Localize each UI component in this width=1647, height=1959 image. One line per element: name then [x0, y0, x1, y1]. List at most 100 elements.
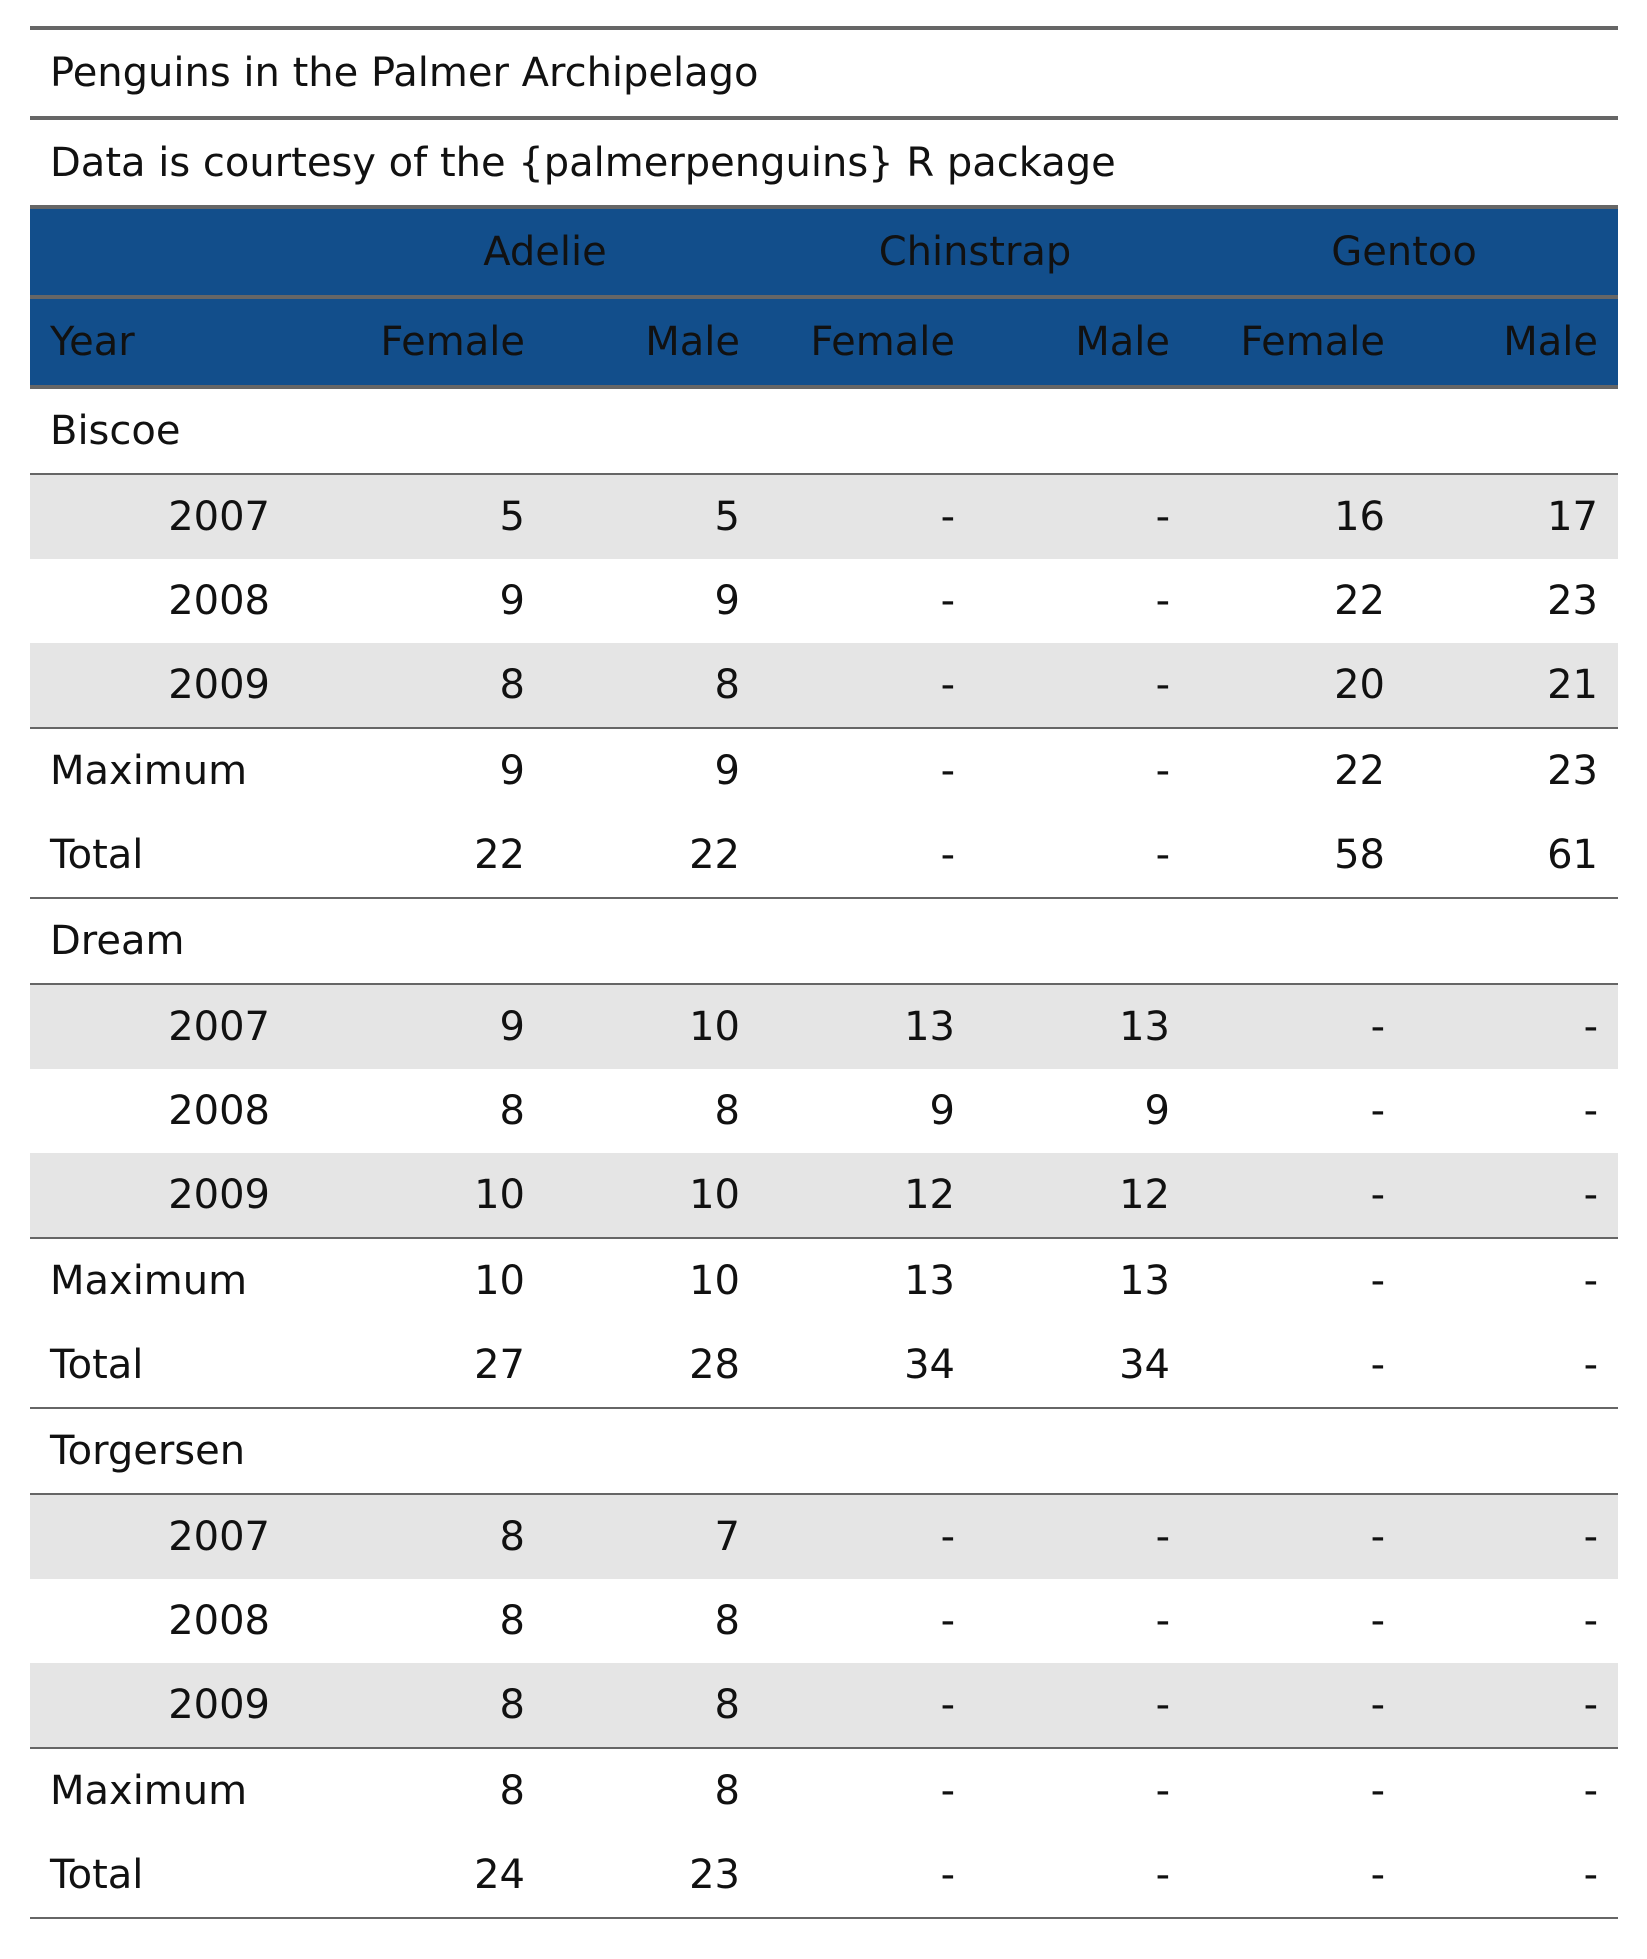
value-cell: 10: [545, 1153, 760, 1237]
summary-value-cell: -: [1583, 1768, 1598, 1814]
summary-value-cell: -: [1155, 832, 1170, 878]
value-cell: 8: [330, 643, 545, 727]
value-cell: 9: [1144, 1088, 1170, 1134]
value-cell: -: [1583, 1088, 1598, 1134]
summary-value-cell: 22: [1334, 748, 1385, 794]
summary-label: Maximum: [50, 748, 248, 794]
value-cell: 23: [1547, 578, 1598, 624]
year-cell: 2007: [30, 985, 330, 1069]
summary-value-cell: 28: [689, 1342, 740, 1388]
year-cell: 2008: [168, 1088, 270, 1134]
value-cell: 8: [330, 1663, 545, 1747]
spanner-adelie: Adelie: [483, 229, 607, 275]
summary-value-cell: 34: [904, 1342, 955, 1388]
summary-value-cell: 23: [689, 1852, 740, 1898]
value-cell: 16: [1190, 475, 1405, 559]
summary-rule: [30, 1237, 1618, 1239]
value-cell: 5: [545, 475, 760, 559]
year-column-header: Year: [50, 319, 135, 365]
summary-value-cell: 13: [1119, 1258, 1170, 1304]
group-label: Biscoe: [50, 408, 181, 454]
summary-value-cell: 9: [499, 748, 525, 794]
spanner-chinstrap: Chinstrap: [878, 229, 1072, 275]
table-row: 2007 8 7- - - -: [30, 1495, 1618, 1579]
table-row: 2008 9 9 - - 22 23: [30, 559, 1618, 643]
table-title: Penguins in the Palmer Archipelago: [50, 50, 759, 96]
value-cell: -: [1370, 1598, 1385, 1644]
summary-value-cell: -: [1370, 1342, 1385, 1388]
value-cell: 22: [1334, 578, 1385, 624]
summary-label: Total: [50, 1342, 144, 1388]
table-row: 2007 9 10 13 13- -: [30, 985, 1618, 1069]
summary-value-cell: 22: [689, 832, 740, 878]
value-cell: -: [760, 1495, 975, 1579]
column-header-gentoo-female: Female: [1240, 319, 1385, 365]
summary-value-cell: -: [1583, 1342, 1598, 1388]
group-row: Biscoe: [30, 389, 1618, 473]
value-cell: 7: [545, 1495, 760, 1579]
value-cell: -: [1405, 985, 1618, 1069]
summary-value-cell: -: [1155, 748, 1170, 794]
year-cell: 2008: [168, 1598, 270, 1644]
year-cell: 2007: [30, 1495, 330, 1579]
summary-rule: [30, 1747, 1618, 1749]
penguins-table-container: Penguins in the Palmer Archipelago Data …: [30, 26, 1618, 1919]
table-row: 2008 8 8 9 9 - -: [30, 1069, 1618, 1153]
title-rule: [30, 116, 1618, 120]
summary-label: Total: [50, 1852, 144, 1898]
value-cell: 8: [714, 1088, 740, 1134]
value-cell: -: [760, 475, 975, 559]
summary-value-cell: -: [1370, 1852, 1385, 1898]
value-cell: -: [940, 578, 955, 624]
summary-label: Total: [50, 832, 144, 878]
value-cell: 12: [975, 1153, 1190, 1237]
value-cell: -: [1405, 1663, 1618, 1747]
value-cell: 9: [330, 985, 545, 1069]
summary-value-cell: -: [940, 748, 955, 794]
value-cell: 5: [330, 475, 545, 559]
value-cell: 13: [760, 985, 975, 1069]
value-cell: -: [940, 1598, 955, 1644]
value-cell: 20: [1190, 643, 1405, 727]
value-cell: -: [975, 643, 1190, 727]
value-cell: -: [1190, 1495, 1405, 1579]
year-cell: 2009: [30, 643, 330, 727]
group-rule: [30, 983, 1618, 985]
value-cell: 8: [545, 1663, 760, 1747]
column-header-adelie-male: Male: [645, 319, 740, 365]
value-cell: 12: [760, 1153, 975, 1237]
summary-value-cell: 9: [714, 748, 740, 794]
summary-value-cell: -: [940, 832, 955, 878]
summary-label: Maximum: [50, 1258, 248, 1304]
value-cell: 10: [330, 1153, 545, 1237]
value-cell: 10: [545, 985, 760, 1069]
group-rule: [30, 1493, 1618, 1495]
value-cell: 9: [714, 578, 740, 624]
group-end-rule: [30, 897, 1618, 899]
summary-value-cell: -: [1583, 1258, 1598, 1304]
table-row: 2007 5 5- -16 17: [30, 475, 1618, 559]
value-cell: 9: [929, 1088, 955, 1134]
summary-value-cell: -: [1155, 1852, 1170, 1898]
value-cell: -: [975, 475, 1190, 559]
summary-value-cell: -: [1370, 1258, 1385, 1304]
group-row: Dream: [30, 899, 1618, 983]
group-end-rule: [30, 1917, 1618, 1919]
table-body: Biscoe 2007 5 5- -16 17 2008 9 9- -22 23 2009 8 8- -20…: [30, 389, 1618, 1919]
summary-value-cell: 8: [499, 1768, 525, 1814]
column-header-adelie-female: Female: [380, 319, 525, 365]
summary-row: Total 22 22 - - 58 61: [30, 813, 1618, 897]
value-cell: 9: [499, 578, 525, 624]
table-subtitle: Data is courtesy of the {palmerpenguins}…: [50, 139, 1116, 186]
group-label: Dream: [50, 918, 185, 964]
year-cell: 2008: [168, 578, 270, 624]
summary-value-cell: -: [1370, 1768, 1385, 1814]
table-row: 2008 8 8 - - - -: [30, 1579, 1618, 1663]
stub-spanner-cell: [30, 209, 330, 295]
value-cell: -: [1405, 1495, 1618, 1579]
value-cell: -: [1370, 1088, 1385, 1134]
summary-row: Total 27 28 34 34 - -: [30, 1323, 1618, 1407]
summary-value-cell: 27: [474, 1342, 525, 1388]
group-rule: [30, 473, 1618, 475]
species-header-row: Adelie Chinstrap Gentoo: [30, 209, 1618, 295]
